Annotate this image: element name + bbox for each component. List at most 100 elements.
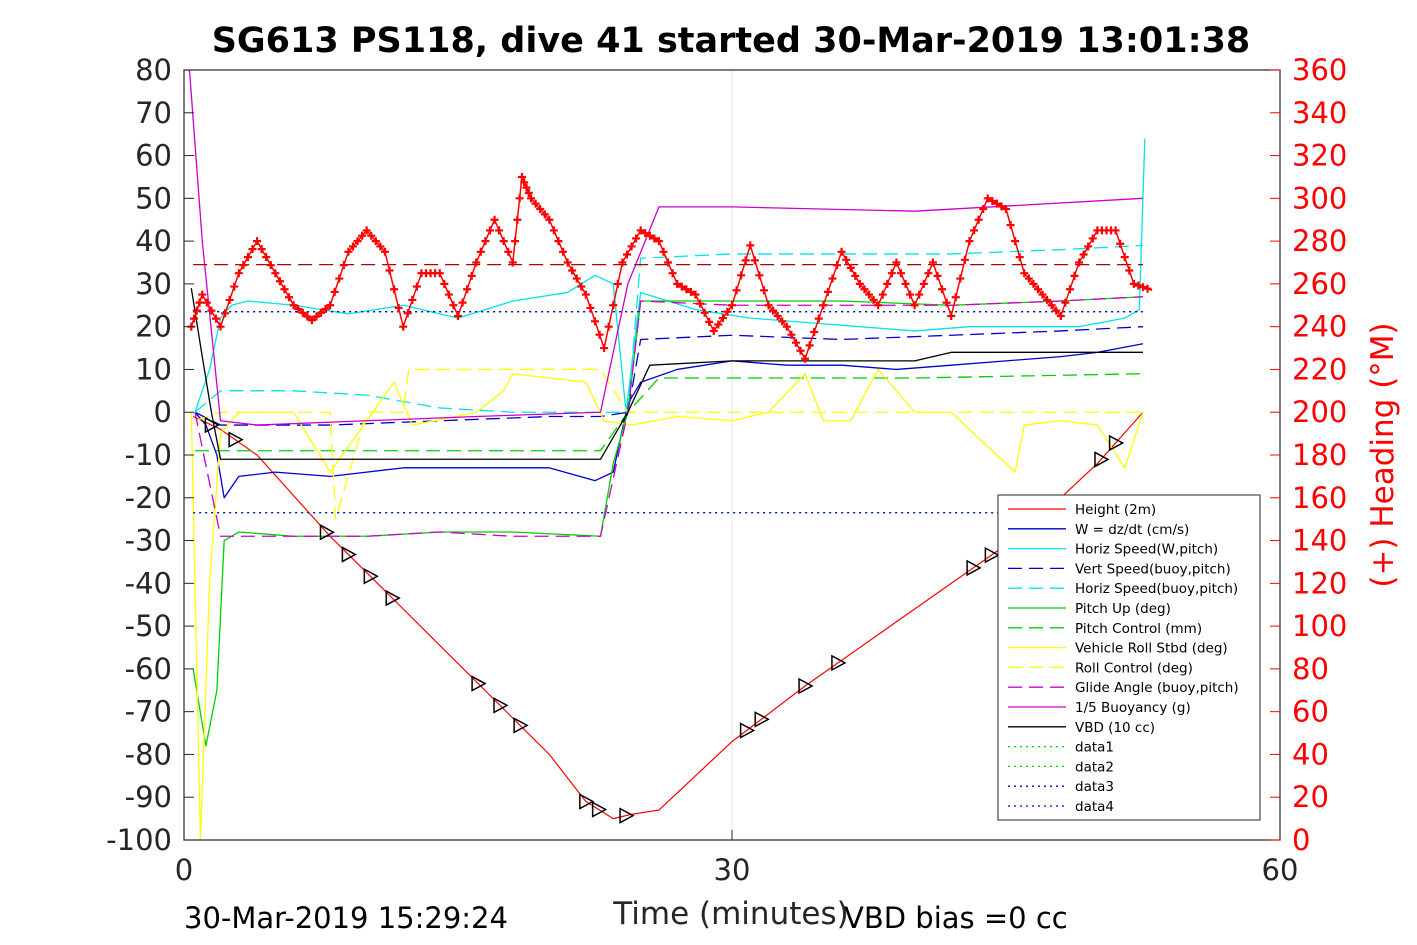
- heading-marker: [764, 301, 773, 310]
- triangle-marker: [1108, 434, 1125, 452]
- y-tick-label: -40: [125, 566, 172, 600]
- heading-marker: [545, 215, 554, 224]
- triangle-marker: [319, 523, 336, 541]
- heading-marker: [819, 301, 828, 310]
- heading-marker: [394, 303, 403, 312]
- heading-marker: [883, 279, 892, 288]
- y-right-tick-label: 60: [1292, 695, 1329, 729]
- heading-marker: [773, 311, 782, 320]
- heading-marker: [221, 309, 230, 318]
- heading-marker: [997, 202, 1006, 211]
- heading-marker: [1134, 281, 1143, 290]
- heading-marker: [1061, 298, 1070, 307]
- heading-marker: [855, 279, 864, 288]
- legend-label: Pitch Control (mm): [1075, 621, 1202, 637]
- heading-marker: [572, 274, 581, 283]
- heading-marker: [390, 285, 399, 294]
- y-tick-label: 30: [135, 267, 172, 301]
- y-tick-label: 80: [135, 53, 172, 87]
- heading-marker: [1070, 271, 1079, 280]
- series-vehicle-roll-stbd-deg: [190, 368, 1144, 841]
- heading-marker: [906, 290, 915, 299]
- y-right-tick-label: 80: [1292, 652, 1329, 686]
- triangle-marker: [228, 431, 244, 448]
- footer-timestamp: 30-Mar-2019 15:29:24: [184, 901, 508, 935]
- series-roll-control-deg: [194, 368, 1143, 520]
- heading-marker: [449, 301, 458, 310]
- heading-marker: [1075, 258, 1084, 267]
- heading-marker: [515, 194, 524, 203]
- heading-marker: [517, 172, 526, 181]
- y-right-tick-label: 280: [1292, 224, 1347, 258]
- y-right-tick-label: 100: [1292, 609, 1347, 643]
- heading-marker: [759, 286, 768, 295]
- heading-marker: [371, 237, 380, 246]
- heading-marker: [339, 261, 348, 270]
- heading-marker: [527, 194, 536, 203]
- heading-marker: [230, 282, 239, 291]
- heading-marker: [645, 231, 654, 240]
- heading-marker: [924, 269, 933, 278]
- heading-marker: [1116, 239, 1125, 248]
- heading-marker: [234, 269, 243, 278]
- y-right-tick-label: 160: [1292, 481, 1347, 515]
- heading-marker: [622, 250, 631, 259]
- heading-marker: [677, 282, 686, 291]
- triangle-marker: [341, 546, 357, 563]
- heading-marker: [956, 274, 965, 283]
- heading-marker: [951, 293, 960, 302]
- heading-marker: [275, 277, 284, 286]
- heading-marker: [1038, 290, 1047, 299]
- x-axis: 0 30 60: [175, 830, 1298, 887]
- heading-marker: [207, 306, 216, 315]
- heading-marker: [1006, 221, 1015, 230]
- heading-marker: [499, 237, 508, 246]
- heading-marker: [192, 306, 201, 315]
- heading-marker: [358, 231, 367, 240]
- heading-marker: [367, 231, 376, 240]
- heading-marker: [536, 205, 545, 214]
- heading-marker: [202, 298, 211, 307]
- series-vbd-10-cc: [190, 288, 1143, 460]
- triangle-marker: [204, 416, 220, 434]
- series-vert-speed-buoy-pitch: [194, 326, 1144, 426]
- heading-marker: [865, 290, 873, 299]
- y-tick-label: -50: [125, 609, 172, 643]
- heading-marker: [837, 247, 846, 256]
- right-axis: 3603403203002802602402202001801601401201…: [1270, 53, 1347, 857]
- triangle-marker: [385, 589, 401, 607]
- heading-marker: [262, 253, 271, 262]
- heading-marker: [257, 245, 266, 254]
- triangle-marker: [1094, 451, 1110, 468]
- left-axis: 80 70 60 50 40 30 20 10 0 -10 -20 -30 -40 -50 -60 -70 -8…: [106, 53, 194, 857]
- heading-marker: [595, 330, 604, 339]
- triangle-marker: [513, 717, 529, 734]
- heading-marker: [289, 301, 298, 310]
- legend-label: Vehicle Roll Stbd (deg): [1075, 641, 1228, 657]
- heading-marker: [823, 287, 832, 296]
- heading-marker: [796, 346, 805, 355]
- heading-marker: [554, 237, 563, 246]
- heading-marker: [1029, 279, 1038, 288]
- y-right-tick-label: 300: [1292, 181, 1347, 215]
- heading-marker: [686, 287, 695, 296]
- heading-marker: [239, 261, 248, 270]
- y-tick-label: -30: [125, 524, 172, 558]
- heading-marker: [513, 215, 522, 224]
- heading-marker: [348, 242, 357, 251]
- heading-marker: [874, 301, 883, 310]
- triangle-marker: [831, 654, 847, 672]
- heading-marker: [444, 290, 453, 299]
- heading-marker: [385, 266, 394, 275]
- y-right-tick-label: 0: [1292, 823, 1310, 857]
- heading-marker: [211, 314, 220, 323]
- legend-label: Horiz Speed(W,pitch): [1075, 542, 1218, 558]
- heading-marker: [458, 298, 467, 307]
- y-tick-label: -60: [125, 652, 172, 686]
- heading-marker: [627, 242, 636, 251]
- heading-marker: [1024, 274, 1033, 283]
- heading-marker: [298, 308, 307, 317]
- heading-marker: [723, 307, 732, 316]
- heading-marker: [988, 197, 997, 206]
